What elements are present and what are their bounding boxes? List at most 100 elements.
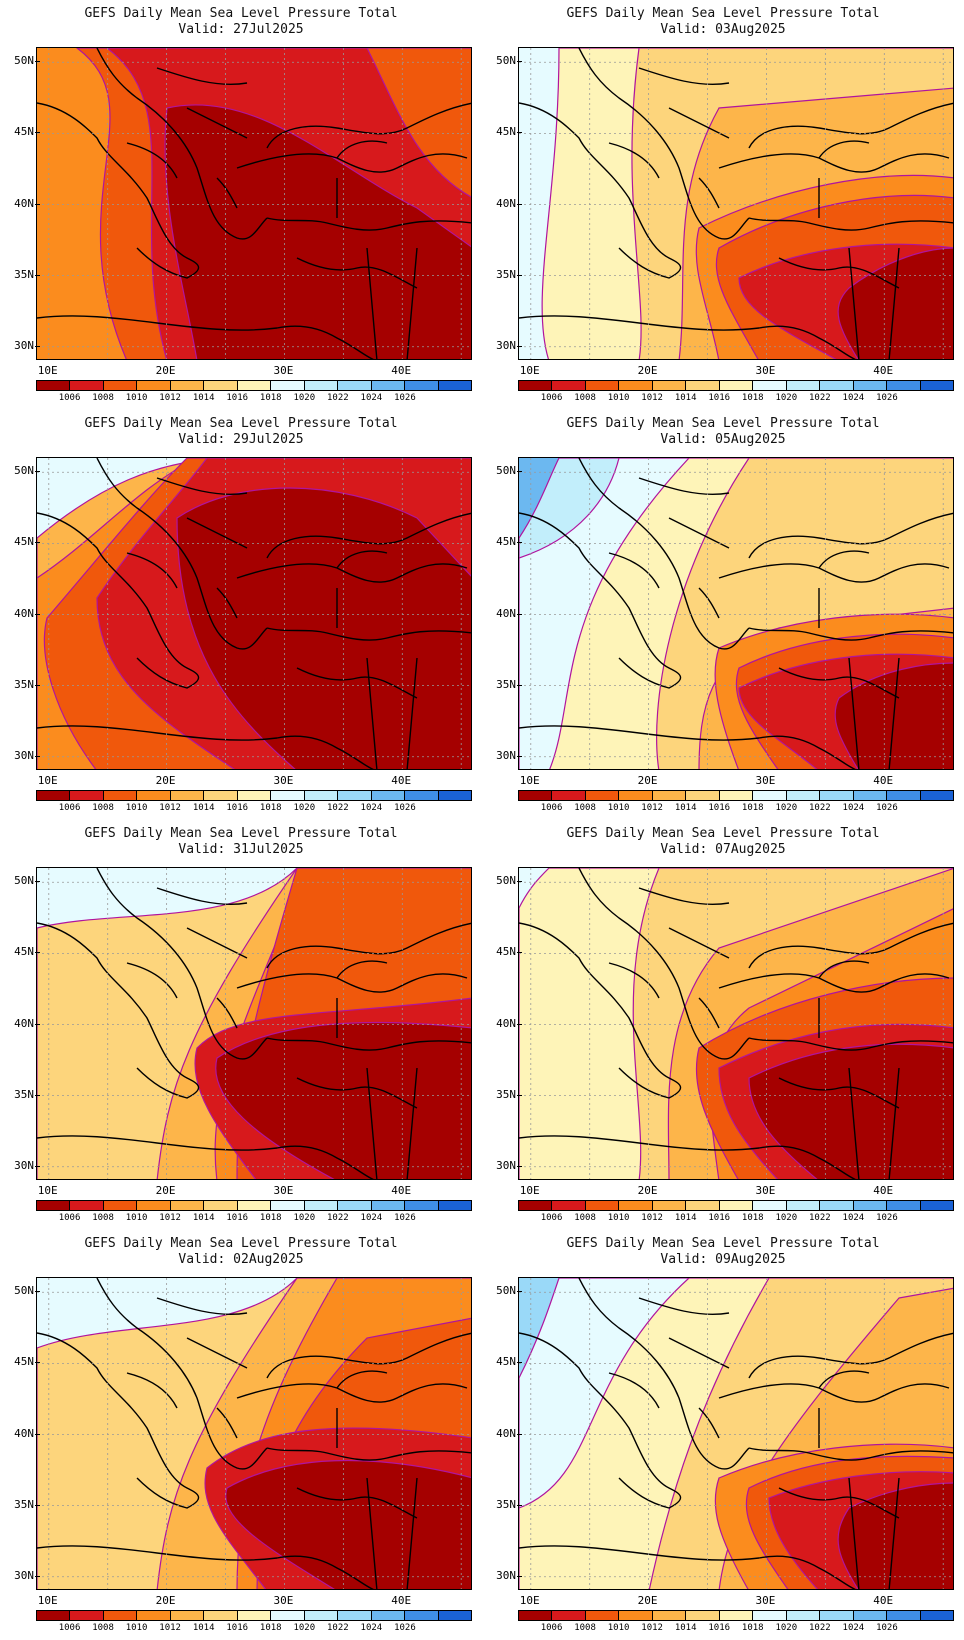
longitude-label: 30E bbox=[273, 1594, 294, 1607]
colorbar-swatch bbox=[438, 1611, 472, 1620]
colorbar-swatch bbox=[204, 791, 238, 800]
coastline-border bbox=[406, 1067, 418, 1179]
map-panel: GEFS Daily Mean Sea Level Pressure Total… bbox=[0, 1230, 482, 1640]
coastline-border bbox=[698, 1407, 720, 1439]
colorbar-label: 1016 bbox=[708, 1623, 731, 1633]
panel-valid-date: Valid: 09Aug2025 bbox=[660, 1252, 786, 1267]
longitude-label: 30E bbox=[755, 1594, 776, 1607]
colorbar-swatch bbox=[271, 791, 305, 800]
coastline-border bbox=[698, 177, 720, 209]
longitude-label: 40E bbox=[391, 1594, 412, 1607]
colorbar-label: 1014 bbox=[674, 1623, 697, 1633]
colorbar-label: 1006 bbox=[540, 393, 563, 403]
latitude-label: 40N bbox=[496, 1426, 522, 1440]
colorbar-swatch bbox=[371, 381, 406, 390]
colorbar-label: 1010 bbox=[607, 393, 630, 403]
colorbar-swatch bbox=[753, 381, 787, 390]
colorbar-label: 1026 bbox=[876, 803, 898, 813]
coastline-border bbox=[266, 1447, 471, 1461]
longitude-label: 10E bbox=[519, 1594, 540, 1607]
colorbar-label: 1014 bbox=[674, 393, 697, 403]
colorbar-swatch bbox=[405, 381, 439, 390]
panel-title: GEFS Daily Mean Sea Level Pressure Total bbox=[566, 1236, 880, 1251]
colorbar-swatch bbox=[619, 1201, 653, 1210]
coastline-border bbox=[608, 552, 660, 589]
longitude-label: 20E bbox=[637, 1184, 658, 1197]
latitude-label: 45N bbox=[14, 945, 40, 959]
coastline-border bbox=[336, 1370, 388, 1389]
latitude-label: 50N bbox=[496, 1284, 522, 1298]
panel-title: GEFS Daily Mean Sea Level Pressure Total bbox=[84, 826, 398, 841]
latitude-label: 50N bbox=[496, 464, 522, 478]
pressure-contour-fill bbox=[164, 104, 471, 359]
colorbar-label: 1008 bbox=[92, 1213, 114, 1223]
latitude-label: 50N bbox=[14, 874, 40, 888]
colorbar-label: 1018 bbox=[259, 1213, 282, 1223]
latitude-label: 35N bbox=[496, 267, 522, 281]
coastline-border bbox=[668, 927, 730, 959]
colorbar-swatch bbox=[70, 1201, 104, 1210]
colorbar-label: 1008 bbox=[574, 1623, 596, 1633]
latitude-label: 50N bbox=[14, 54, 40, 68]
colorbar-label: 1016 bbox=[708, 1213, 731, 1223]
longitude-label: 10E bbox=[37, 1184, 58, 1197]
colorbar-swatch bbox=[853, 1201, 888, 1210]
latitude-label: 40N bbox=[14, 196, 40, 210]
coastline-border bbox=[718, 563, 950, 583]
panel-title: GEFS Daily Mean Sea Level Pressure Total bbox=[566, 6, 880, 21]
pressure-map bbox=[36, 457, 472, 770]
colorbar bbox=[36, 790, 472, 801]
latitude-label: 30N bbox=[496, 748, 522, 762]
longitude-label: 10E bbox=[519, 774, 540, 787]
latitude-label: 35N bbox=[496, 677, 522, 691]
latitude-label: 35N bbox=[14, 677, 40, 691]
coastline-border bbox=[748, 217, 953, 231]
map-panel: GEFS Daily Mean Sea Level Pressure Total… bbox=[482, 1230, 964, 1640]
colorbar-swatch bbox=[619, 791, 653, 800]
colorbar-swatch bbox=[652, 381, 687, 390]
colorbar-label: 1020 bbox=[775, 1213, 798, 1223]
colorbar-swatch bbox=[519, 791, 553, 800]
coastline-border bbox=[156, 67, 248, 86]
map-panel: GEFS Daily Mean Sea Level Pressure Total… bbox=[482, 410, 964, 820]
coastline-border bbox=[848, 657, 860, 769]
longitude-label: 30E bbox=[755, 364, 776, 377]
latitude-label: 30N bbox=[14, 748, 40, 762]
colorbar-label: 1026 bbox=[876, 1213, 898, 1223]
colorbar-label: 1012 bbox=[159, 1623, 181, 1633]
colorbar-label: 1024 bbox=[842, 393, 865, 403]
colorbar-swatch bbox=[820, 1201, 854, 1210]
coastline-border bbox=[236, 1383, 468, 1403]
longitude-label: 30E bbox=[273, 364, 294, 377]
panel-title: GEFS Daily Mean Sea Level Pressure Total bbox=[84, 416, 398, 431]
coastline-border bbox=[336, 960, 388, 979]
colorbar-swatch bbox=[719, 381, 754, 390]
colorbar-swatch bbox=[170, 1611, 205, 1620]
colorbar-swatch bbox=[37, 1611, 71, 1620]
colorbar-label: 1014 bbox=[192, 803, 215, 813]
latitude-label: 45N bbox=[14, 1355, 40, 1369]
colorbar-swatch bbox=[438, 1201, 472, 1210]
colorbar-label: 1024 bbox=[360, 1623, 383, 1633]
coastline-border bbox=[818, 550, 870, 569]
colorbar-swatch bbox=[552, 1201, 586, 1210]
coastline-border bbox=[366, 1477, 378, 1589]
coastline-border bbox=[668, 1337, 730, 1369]
coastline-border bbox=[578, 1278, 750, 1470]
coastline-border bbox=[778, 257, 900, 289]
coastline-border bbox=[668, 517, 730, 549]
map-panel: GEFS Daily Mean Sea Level Pressure Total… bbox=[0, 0, 482, 410]
colorbar-label: 1006 bbox=[58, 1213, 81, 1223]
colorbar-swatch bbox=[786, 1201, 821, 1210]
coastline-border bbox=[37, 725, 374, 769]
colorbar-swatch bbox=[719, 791, 754, 800]
latitude-label: 50N bbox=[496, 54, 522, 68]
coastline-border bbox=[748, 1037, 953, 1051]
coastline-border bbox=[608, 1372, 660, 1409]
coastline-border bbox=[668, 107, 730, 139]
colorbar-swatch bbox=[686, 381, 720, 390]
colorbar-swatch bbox=[786, 1611, 821, 1620]
longitude-label: 30E bbox=[755, 774, 776, 787]
panel-valid-date: Valid: 27Jul2025 bbox=[178, 22, 304, 37]
colorbar-swatch bbox=[304, 1201, 339, 1210]
